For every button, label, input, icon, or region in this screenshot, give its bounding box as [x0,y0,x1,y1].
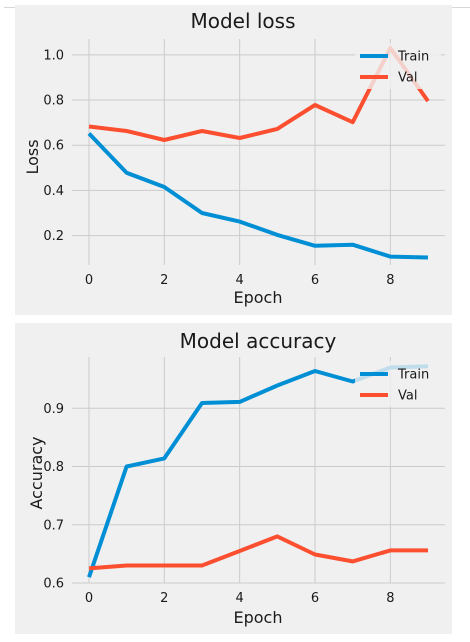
y-tick-label: 0.8 [43,460,64,475]
legend-box [355,361,441,407]
y-tick-label: 0.2 [43,229,64,244]
x-tick-label: 6 [311,591,319,606]
chart-title: Model accuracy [180,329,337,353]
x-tick-label: 0 [85,591,93,606]
legend-label: Val [398,71,417,86]
y-tick-label: 0.8 [43,94,64,109]
x-tick-label: 4 [236,273,244,288]
loss-chart: 0 2 4 6 8 0.2 0.4 0.6 0.8 1.0 Model loss Epoch Lo… [23,9,445,307]
y-tick-label: 0.6 [43,139,64,154]
accuracy-chart-panel: 0 2 4 6 8 0.6 0.7 0.8 0.9 Model accuracy Epoch A… [15,323,452,634]
y-tick-label: 1.0 [43,48,64,63]
loss-chart-panel: 0 2 4 6 8 0.2 0.4 0.6 0.8 1.0 Model loss Epoch Lo… [15,5,452,315]
x-tick-label: 4 [236,591,244,606]
chart-title: Model loss [190,9,295,33]
x-tick-label: 2 [160,273,168,288]
y-axis-label: Accuracy [27,436,46,509]
y-tick-label: 0.4 [43,184,64,199]
legend-label: Train [397,368,429,383]
x-tick-label: 6 [311,273,319,288]
y-tick-label: 0.6 [43,577,64,592]
x-tick-label: 8 [386,591,394,606]
x-axis-label: Epoch [234,608,283,627]
x-tick-label: 0 [85,273,93,288]
y-tick-label: 0.7 [43,518,64,533]
series-line-val [88,534,428,571]
accuracy-chart: 0 2 4 6 8 0.6 0.7 0.8 0.9 Model accuracy Epoch A… [27,329,445,627]
y-axis-label: Loss [23,139,42,174]
legend: Train Val [355,43,441,89]
x-tick-label: 8 [386,273,394,288]
legend-label: Val [398,389,417,404]
x-tick-label: 2 [160,591,168,606]
legend: Train Val [355,361,441,407]
y-tick-label: 0.9 [43,402,64,417]
x-axis-label: Epoch [234,288,283,307]
legend-label: Train [397,50,429,65]
legend-box [355,43,441,89]
series-line-train [87,132,429,260]
